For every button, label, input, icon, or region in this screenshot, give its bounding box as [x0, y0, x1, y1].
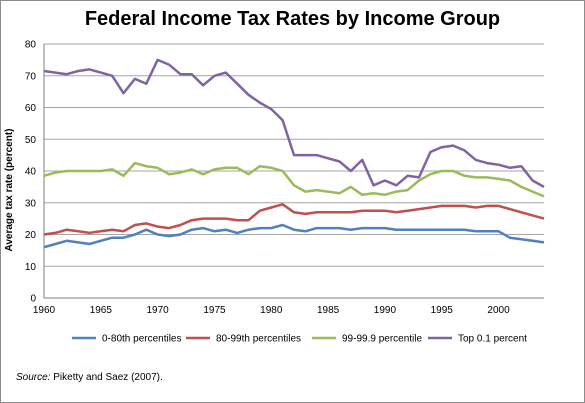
legend-label: 99-99.9 percentile [342, 334, 422, 345]
y-tick-label: 20 [25, 230, 37, 241]
y-tick-label: 50 [25, 135, 37, 146]
legend-label: 0-80th percentiles [102, 334, 182, 345]
x-tick-label: 1990 [374, 305, 397, 316]
x-tick-label: 2000 [487, 305, 510, 316]
x-tick-label: 1975 [203, 305, 226, 316]
y-tick-label: 60 [25, 103, 37, 114]
chart-title: Federal Income Tax Rates by Income Group [84, 8, 501, 30]
x-tick-labels: 1960 1965 1970 1975 1980 1985 1990 1995 2000 [33, 305, 510, 316]
legend: 0-80th percentiles 80-99th percentiles 99-… [72, 334, 527, 345]
x-tick-label: 1980 [260, 305, 283, 316]
series-line [43, 223, 545, 249]
y-tick-label: 30 [25, 198, 37, 209]
x-tick-label: 1985 [317, 305, 340, 316]
x-tick-label: 1970 [147, 305, 170, 316]
y-tick-label: 80 [25, 40, 37, 51]
series-line [43, 58, 545, 188]
y-tick-label: 70 [25, 71, 37, 82]
legend-label: Top 0.1 percent [458, 334, 527, 345]
y-tick-labels: 0 10 20 30 40 50 60 70 80 [25, 40, 37, 305]
y-tick-label: 10 [25, 262, 37, 273]
x-tick-label: 1960 [33, 305, 56, 316]
series-lines [43, 58, 545, 249]
x-tick-label: 1965 [90, 305, 113, 316]
x-tick-label: 1995 [431, 305, 454, 316]
legend-label: 80-99th percentiles [216, 334, 301, 345]
axes [43, 44, 544, 299]
y-tick-label: 0 [30, 294, 36, 305]
y-axis-label: Average tax rate (percent) [4, 128, 15, 251]
source-label: Source: [16, 372, 51, 383]
gridlines [44, 43, 544, 267]
y-tick-label: 40 [25, 167, 37, 178]
source-text: Piketty and Saez (2007). [50, 372, 163, 383]
series-line [43, 161, 545, 198]
source-note: Source: Piketty and Saez (2007). [16, 372, 163, 383]
series-line [43, 203, 545, 236]
